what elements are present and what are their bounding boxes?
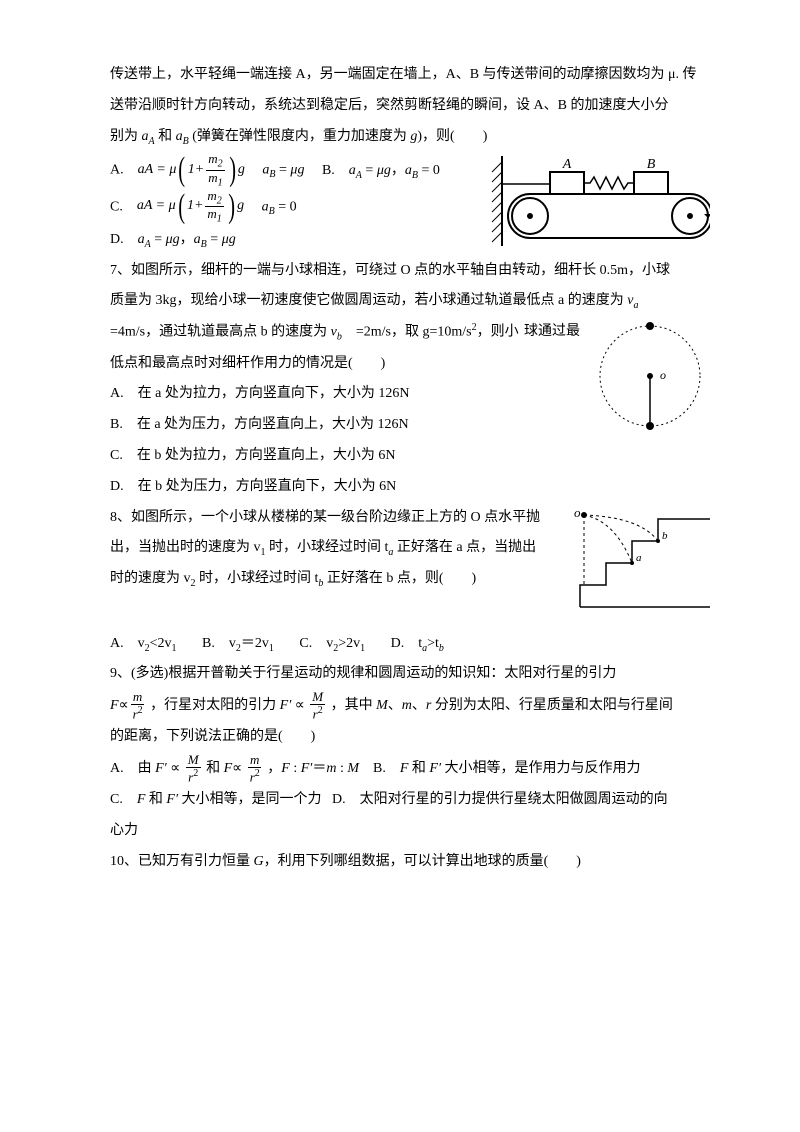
q9s2: 2 <box>318 705 323 716</box>
q7-p2: 质量为 3kg，现给小球一初速度使它做圆周运动，若小球通过轨道最低点 a 的速度… <box>110 286 710 317</box>
m2n: m <box>208 151 217 166</box>
svg-text:a: a <box>636 552 642 564</box>
m2n2: m <box>207 188 216 203</box>
q7-p3b: 球通过最 <box>524 317 580 348</box>
svg-text:o: o <box>660 368 666 382</box>
q8-optB: B. v2＝2v1 <box>202 629 274 660</box>
svg-text:b: b <box>662 530 668 542</box>
m1n2: m <box>207 206 216 221</box>
q9M2: M <box>186 753 201 768</box>
q8-figure: o a b <box>570 507 710 617</box>
m1s: 1 <box>218 178 223 189</box>
q7-optD: D. 在 b 处为压力，方向竖直向下，大小为 6N <box>110 472 710 503</box>
q6-p1: 传送带上，水平轻绳一端连接 A，另一端固定在墙上，A、B 与传送带间的动摩擦因数… <box>110 60 710 91</box>
q6-optB: B. aA = μg，aB = 0 <box>322 163 440 178</box>
q9m2: m <box>248 753 261 768</box>
g1: g <box>238 155 245 186</box>
g2: g <box>237 191 244 222</box>
q7-p1: 7、如图所示，细杆的一端与小球相连，可绕过 O 点的水平轴自由转动，细杆长 0.… <box>110 256 710 287</box>
q6-p2: 送带沿顺时针方向转动，系统达到稳定后，突然剪断轻绳的瞬间，设 A、B 的加速度大… <box>110 91 710 122</box>
q8-optA: A. v2<2v1 <box>110 629 177 660</box>
q9s1: 2 <box>138 705 143 716</box>
svg-text:A: A <box>562 157 572 172</box>
page: 传送带上，水平轻绳一端连接 A，另一端固定在墙上，A、B 与传送带间的动摩擦因数… <box>0 0 800 937</box>
q9-optAB: A. 由 F′ ∝ Mr2 和 F∝ mr2 ，F : F′＝m : M B. … <box>110 753 710 785</box>
svg-text:o: o <box>574 507 581 520</box>
q6-aA: aA = μ <box>138 155 177 186</box>
q9-p3: 的距离，下列说法正确的是( ) <box>110 722 710 753</box>
q10-p1: 10、已知万有引力恒量 G，利用下列哪组数据，可以计算出地球的质量( ) <box>110 847 710 878</box>
q8-optC: C. v2>2v1 <box>299 629 365 660</box>
q8-options: A. v2<2v1 B. v2＝2v1 C. v2>2v1 D. ta>tb <box>110 629 710 660</box>
one-plus: 1+ <box>188 155 204 186</box>
m2s2: 2 <box>217 195 222 206</box>
q9-optD2: 心力 <box>110 816 710 847</box>
one-plus2: 1+ <box>187 191 203 222</box>
q6-aA2: aA = μ <box>137 191 176 222</box>
m2s: 2 <box>218 159 223 170</box>
q6-p3: 别为 aA 和 aB (弹簧在弹性限度内，重力加速度为 g)，则( ) <box>110 122 710 153</box>
q9s3: 2 <box>193 768 198 779</box>
q9M1: M <box>310 690 325 705</box>
q6-options-block: A B A. aA = μ ( 1+ m2m1 ) g aB = μg B. a… <box>110 152 710 255</box>
q9s4: 2 <box>255 768 260 779</box>
q9-p1: 9、(多选)根据开普勒关于行星运动的规律和圆周运动的知识知：太阳对行星的引力 <box>110 659 710 690</box>
q7-figure: o <box>590 311 710 441</box>
q9-p2: F∝mr2 ，行星对太阳的引力 F′ ∝ Mr2 ，其中 M、m、r 分别为太阳… <box>110 690 710 722</box>
m1n: m <box>208 170 217 185</box>
q9-optCD: C. F 和 F′ 大小相等，是同一个力 D. 太阳对行星的引力提供行星绕太阳做… <box>110 785 710 816</box>
q6-figure: A B <box>490 156 710 246</box>
m1s2: 1 <box>217 214 222 225</box>
q8-optD: D. ta>tb <box>391 629 444 660</box>
q8-block: o a b 8、如图所示，一个小球从楼梯的某一级台阶边缘正上方的 O 点水平抛 … <box>110 503 710 621</box>
q9m1: m <box>131 690 144 705</box>
q7-optC: C. 在 b 处为拉力，方向竖直向上，大小为 6N <box>110 441 710 472</box>
svg-text:B: B <box>647 157 656 172</box>
q7-block: o =4m/s，通过轨道最高点 b 的速度为 vb =2m/s，取 g=10m/… <box>110 317 710 502</box>
